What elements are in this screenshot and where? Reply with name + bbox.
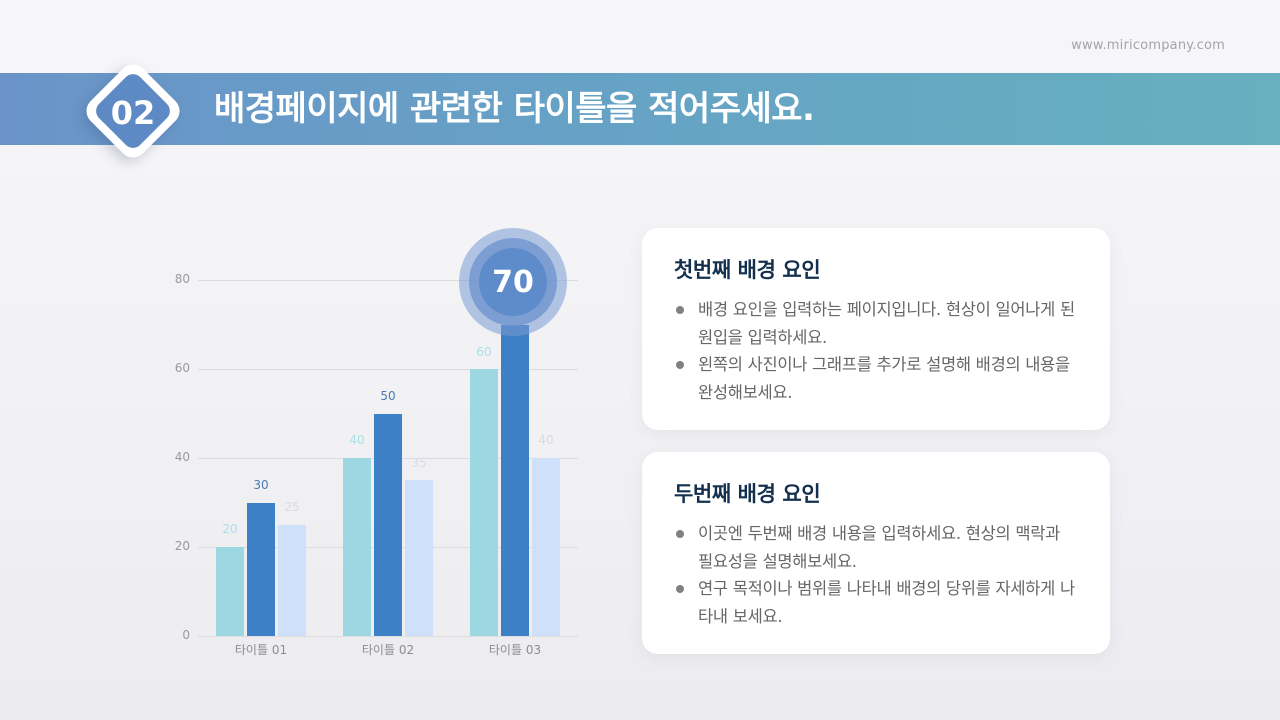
bar-g3-s2: [501, 325, 529, 636]
gridline-80: [198, 280, 578, 281]
page-title: 배경페이지에 관련한 타이틀을 적어주세요.: [214, 89, 815, 129]
section-badge: 02: [80, 58, 186, 164]
bar-g3-s3: [532, 458, 560, 636]
bullet-item: 배경 요인을 입력하는 페이지입니다. 현상이 일어나게 된 원입을 입력하세요…: [674, 296, 1076, 351]
bar-g3-s1: [470, 369, 498, 636]
highlight-bubble: 70: [459, 228, 567, 336]
bullet-dot-icon: [676, 306, 684, 314]
bullet-text: 이곳엔 두번째 배경 내용을 입력하세요. 현상의 맥락과 필요성을 설명해보세…: [698, 524, 1060, 571]
bar-g1-s1: [216, 547, 244, 636]
bullet-list: 배경 요인을 입력하는 페이지입니다. 현상이 일어나게 된 원입을 입력하세요…: [674, 296, 1076, 406]
x-label: 타이틀 01: [234, 643, 288, 657]
gridline-0: [198, 636, 578, 637]
value-label: 30: [253, 478, 269, 492]
y-tick: 0: [182, 628, 190, 642]
y-tick: 40: [174, 450, 190, 464]
value-label: 35: [411, 456, 427, 470]
value-label: 50: [380, 389, 396, 403]
bar-g2-s2: [374, 414, 402, 636]
bar-chart: 80 60 40 20 0 20 30 25 40 50 35 60 40 70…: [160, 228, 600, 670]
bullet-text: 왼쪽의 사진이나 그래프를 추가로 설명해 배경의 내용을 완성해보세요.: [698, 355, 1070, 402]
bullet-item: 왼쪽의 사진이나 그래프를 추가로 설명해 배경의 내용을 완성해보세요.: [674, 351, 1076, 406]
value-label: 60: [476, 345, 492, 359]
highlight-value: 70: [479, 248, 547, 316]
y-tick: 20: [174, 539, 190, 553]
bar-g2-s3: [405, 480, 433, 636]
gridline-60: [198, 369, 578, 370]
bar-g2-s1: [343, 458, 371, 636]
bullet-item: 연구 목적이나 범위를 나타내 배경의 당위를 자세하게 나타내 보세요.: [674, 575, 1076, 630]
plot-area: [160, 230, 600, 636]
bullet-item: 이곳엔 두번째 배경 내용을 입력하세요. 현상의 맥락과 필요성을 설명해보세…: [674, 520, 1076, 575]
card-first-factor: 첫번째 배경 요인 배경 요인을 입력하는 페이지입니다. 현상이 일어나게 된…: [642, 228, 1110, 430]
card-title: 첫번째 배경 요인: [674, 258, 821, 282]
value-label: 40: [349, 433, 365, 447]
bullet-list: 이곳엔 두번째 배경 내용을 입력하세요. 현상의 맥락과 필요성을 설명해보세…: [674, 520, 1076, 630]
y-tick: 60: [174, 361, 190, 375]
bullet-dot-icon: [676, 530, 684, 538]
x-label: 타이틀 03: [488, 643, 542, 657]
bar-g1-s2: [247, 503, 275, 636]
value-label: 25: [284, 500, 300, 514]
bullet-text: 배경 요인을 입력하는 페이지입니다. 현상이 일어나게 된 원입을 입력하세요…: [698, 300, 1075, 347]
site-url: www.miricompany.com: [1071, 38, 1225, 53]
bullet-text: 연구 목적이나 범위를 나타내 배경의 당위를 자세하게 나타내 보세요.: [698, 579, 1075, 626]
x-label: 타이틀 02: [361, 643, 415, 657]
y-tick: 80: [174, 272, 190, 286]
title-band: [0, 73, 1280, 145]
bullet-dot-icon: [676, 585, 684, 593]
section-number: 02: [110, 94, 156, 132]
bar-g1-s3: [278, 525, 306, 636]
bullet-dot-icon: [676, 361, 684, 369]
card-second-factor: 두번째 배경 요인 이곳엔 두번째 배경 내용을 입력하세요. 현상의 맥락과 …: [642, 452, 1110, 654]
value-label: 40: [538, 433, 554, 447]
card-title: 두번째 배경 요인: [674, 482, 821, 506]
value-label: 20: [222, 522, 238, 536]
